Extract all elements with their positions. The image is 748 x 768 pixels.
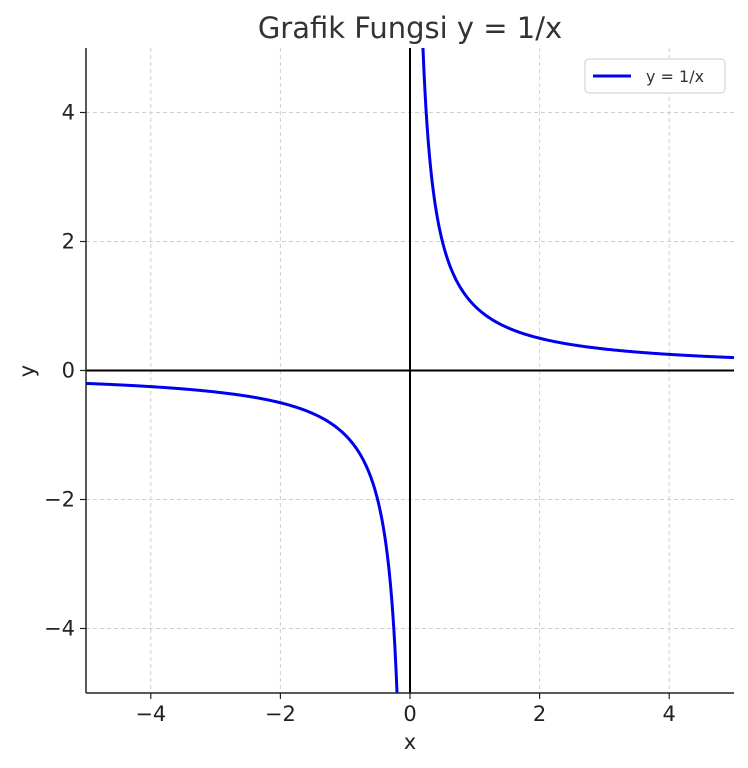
legend: y = 1/x	[584, 58, 726, 94]
legend-box	[584, 58, 726, 94]
reference-lines	[86, 48, 734, 693]
plot-area	[85, 47, 735, 694]
x-tick-label: 2	[533, 702, 546, 726]
chart-title: Grafik Fungsi y = 1/x	[258, 11, 562, 45]
legend-label: y = 1/x	[646, 67, 704, 86]
x-tick-label: −2	[265, 702, 296, 726]
x-tick-label: 4	[663, 702, 676, 726]
y-tick-label: 2	[62, 230, 75, 254]
x-tick-label: −4	[135, 702, 166, 726]
y-tick-label: 0	[62, 359, 75, 383]
y-axis-label: y	[15, 365, 39, 377]
series-line-segment	[85, 381, 399, 694]
axes	[80, 48, 734, 699]
tick-labels: −4 −2 0 2 4 −4 −2 0 2 4	[44, 101, 676, 727]
y-tick-label: −4	[44, 617, 75, 641]
x-axis-label: x	[404, 730, 416, 754]
y-tick-label: 4	[62, 101, 75, 125]
y-tick-label: −2	[44, 488, 75, 512]
x-tick-label: 0	[403, 702, 416, 726]
series-line-segment	[421, 47, 735, 360]
